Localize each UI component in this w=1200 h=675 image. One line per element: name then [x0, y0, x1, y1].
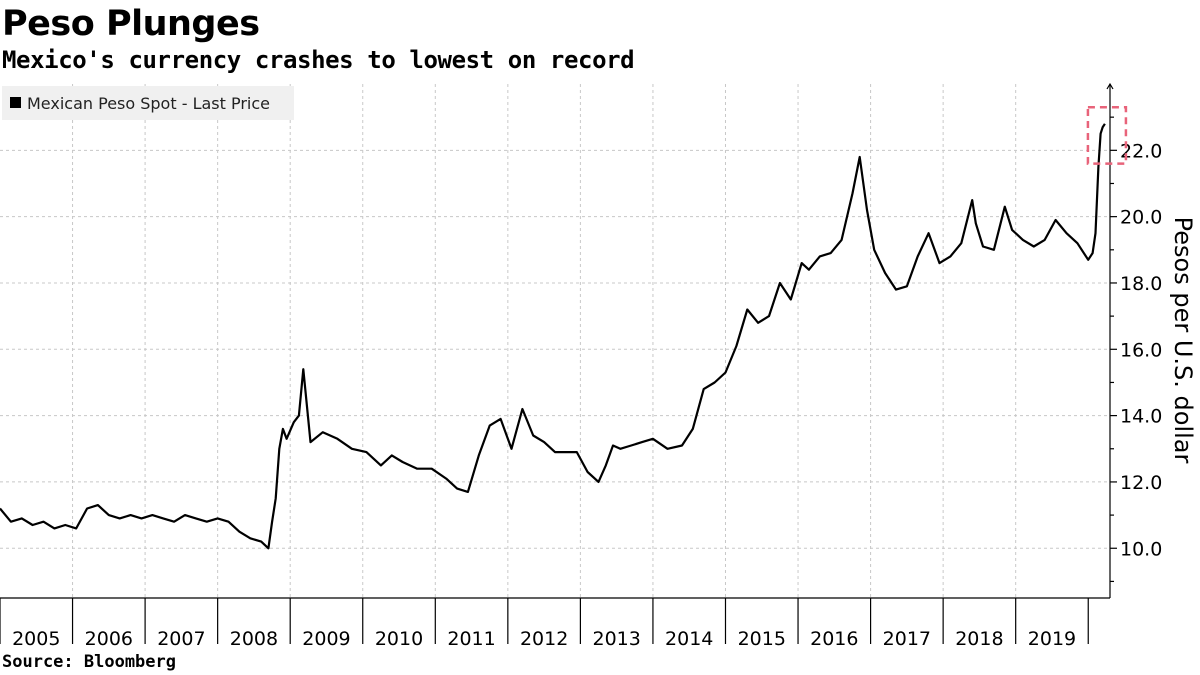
legend-label: Mexican Peso Spot - Last Price	[27, 94, 270, 113]
y-axis-arrow	[1106, 82, 1114, 90]
x-tick-label: 2019	[1028, 628, 1076, 650]
x-tick-label: 2006	[85, 628, 133, 650]
y-tick-label: 16.0	[1120, 339, 1162, 361]
x-tick-label: 2011	[447, 628, 495, 650]
x-tick-label: 2015	[738, 628, 786, 650]
grid	[0, 84, 1110, 598]
x-tick-label: 2018	[955, 628, 1003, 650]
y-tick-label: 22.0	[1120, 140, 1162, 162]
x-tick-label: 2010	[375, 628, 423, 650]
x-tick-label: 2014	[665, 628, 713, 650]
x-tick-label: 2017	[883, 628, 931, 650]
y-tick-label: 12.0	[1120, 472, 1162, 494]
x-tick-label: 2016	[810, 628, 858, 650]
chart-title: Peso Plunges	[2, 4, 260, 44]
x-tick-label: 2005	[12, 628, 60, 650]
series-layer	[0, 123, 1106, 550]
x-tick-label: 2012	[520, 628, 568, 650]
x-tick-label: 2007	[157, 628, 205, 650]
chart-subtitle: Mexico's currency crashes to lowest on r…	[2, 46, 635, 74]
legend: Mexican Peso Spot - Last Price	[2, 86, 294, 120]
y-tick-label: 20.0	[1120, 207, 1162, 229]
peak-highlight-box	[1086, 105, 1128, 165]
y-tick-label: 18.0	[1120, 273, 1162, 295]
y-tick-label: 14.0	[1120, 406, 1162, 428]
y-tick-label: 10.0	[1120, 538, 1162, 560]
series-line-peso	[0, 123, 1106, 550]
legend-swatch	[10, 97, 21, 108]
legend-background	[2, 86, 294, 120]
y-axis-label: Pesos per U.S. dollar	[1169, 217, 1197, 464]
annotation-layer	[1086, 105, 1128, 165]
x-tick-label: 2008	[230, 628, 278, 650]
x-tick-label: 2013	[592, 628, 640, 650]
source-note: Source: Bloomberg	[2, 652, 176, 672]
axes: 10.0 12.0 14.0 16.0 18.0 20.0 22.0 2005 2006 2007…	[0, 82, 1162, 650]
x-tick-label: 2009	[302, 628, 350, 650]
